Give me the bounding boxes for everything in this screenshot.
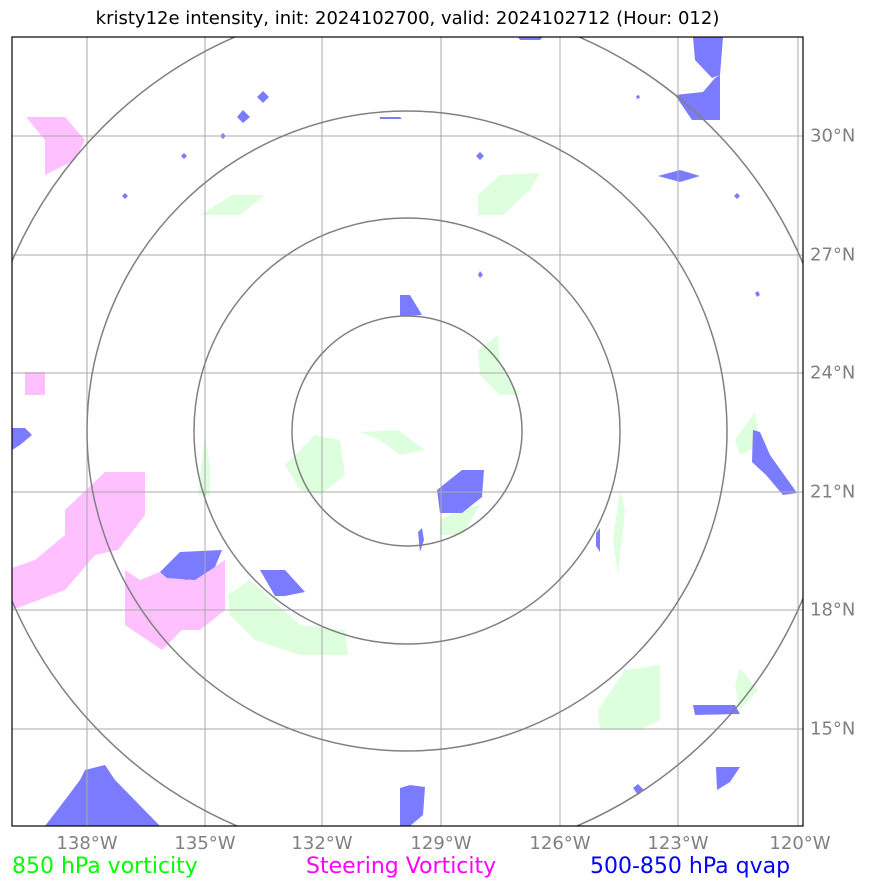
legend-vorticity-850: 850 hPa vorticity	[12, 854, 198, 879]
lon-tick-label: 129°W	[410, 833, 472, 854]
range-rings	[12, 37, 803, 826]
qvap-field	[12, 37, 797, 826]
lat-tick-label: 21°N	[810, 481, 856, 503]
map-frame	[11, 36, 804, 827]
steering-vorticity-field	[12, 117, 225, 650]
legend-steering-vorticity: Steering Vorticity	[306, 854, 497, 879]
lon-tick-label: 126°W	[529, 833, 591, 854]
lat-tick-label: 15°N	[810, 718, 856, 740]
legend-qvap: 500-850 hPa qvap	[590, 854, 791, 879]
map-title: kristy12e intensity, init: 2024102700, v…	[95, 8, 720, 29]
lat-tick-label: 24°N	[810, 362, 856, 384]
lon-tick-label: 120°W	[769, 833, 831, 854]
lat-tick-label: 27°N	[810, 244, 856, 266]
lon-tick-label: 132°W	[291, 833, 353, 854]
lon-tick-label: 138°W	[56, 833, 118, 854]
graticule	[12, 37, 803, 826]
lat-tick-label: 18°N	[810, 599, 856, 621]
lon-tick-label: 123°W	[647, 833, 709, 854]
lon-tick-label: 135°W	[174, 833, 236, 854]
lat-tick-label: 30°N	[810, 125, 856, 147]
